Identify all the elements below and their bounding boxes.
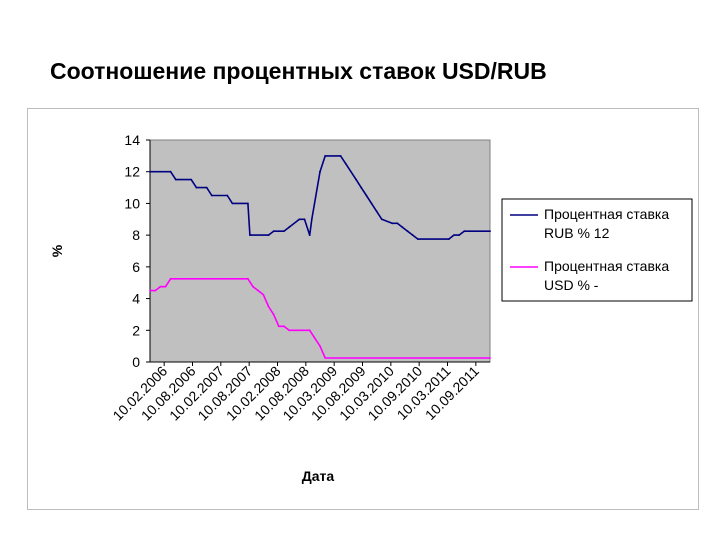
data-point bbox=[391, 222, 393, 225]
data-point bbox=[308, 329, 311, 332]
data-point bbox=[447, 238, 450, 241]
legend bbox=[501, 198, 693, 302]
data-point bbox=[252, 285, 254, 288]
data-point bbox=[313, 337, 316, 340]
y-tick-label: 4 bbox=[132, 291, 140, 307]
data-point bbox=[249, 234, 251, 236]
data-point bbox=[195, 186, 198, 189]
plot-area bbox=[149, 139, 491, 363]
data-point bbox=[406, 230, 409, 233]
y-tick-label: 6 bbox=[132, 259, 140, 275]
data-point bbox=[355, 178, 357, 181]
data-point bbox=[247, 277, 249, 280]
data-point bbox=[231, 202, 234, 205]
y-tick-label: 2 bbox=[132, 322, 140, 338]
data-point bbox=[169, 170, 172, 173]
data-point bbox=[401, 226, 404, 229]
data-point bbox=[417, 238, 419, 241]
data-point bbox=[226, 194, 229, 197]
data-point bbox=[288, 329, 290, 332]
data-point bbox=[380, 218, 383, 221]
line-chart: 0246810121410.02.200610.08.200610.02.200… bbox=[49, 132, 693, 484]
data-point bbox=[360, 186, 363, 189]
data-point bbox=[344, 162, 347, 165]
data-point bbox=[164, 285, 167, 288]
data-point bbox=[288, 226, 290, 229]
data-point bbox=[453, 234, 455, 236]
data-point bbox=[190, 178, 193, 181]
x-axis-title: Дата bbox=[302, 468, 335, 484]
data-point bbox=[365, 194, 368, 197]
data-point bbox=[489, 357, 491, 359]
legend-label: Процентная ставка USD % - bbox=[544, 258, 669, 293]
data-point bbox=[303, 218, 306, 221]
y-tick-label: 8 bbox=[132, 227, 140, 243]
series-line-1 bbox=[150, 155, 490, 240]
data-point bbox=[298, 218, 301, 221]
data-point bbox=[324, 155, 327, 157]
data-point bbox=[310, 218, 313, 221]
data-point bbox=[283, 325, 285, 328]
data-point bbox=[262, 293, 265, 296]
data-point bbox=[154, 289, 157, 292]
y-axis-title: % bbox=[49, 244, 65, 257]
y-tick-label: 10 bbox=[124, 195, 140, 211]
y-tick-label: 0 bbox=[132, 354, 140, 370]
data-point bbox=[458, 234, 460, 236]
data-point bbox=[174, 277, 177, 280]
data-point bbox=[174, 178, 177, 181]
data-point bbox=[267, 305, 270, 308]
data-point bbox=[463, 230, 466, 233]
data-point bbox=[277, 325, 280, 328]
data-point bbox=[247, 202, 249, 205]
slide-title: Соотношение процентных ставок USD/RUB bbox=[50, 58, 547, 84]
data-point bbox=[489, 230, 491, 233]
data-point bbox=[319, 170, 321, 173]
series-line-2 bbox=[150, 278, 490, 359]
data-point bbox=[272, 313, 275, 316]
data-point bbox=[272, 230, 275, 233]
data-point bbox=[319, 345, 321, 347]
data-point bbox=[308, 234, 311, 236]
data-point bbox=[324, 357, 327, 359]
y-tick-label: 14 bbox=[124, 132, 140, 148]
data-point bbox=[339, 155, 342, 157]
data-point bbox=[210, 194, 213, 197]
data-point bbox=[375, 210, 378, 213]
data-point bbox=[411, 234, 414, 236]
data-point bbox=[370, 202, 373, 205]
data-point bbox=[396, 222, 399, 225]
data-point bbox=[205, 186, 208, 189]
data-point bbox=[149, 170, 151, 173]
y-tick-label: 12 bbox=[124, 164, 140, 180]
data-point bbox=[267, 234, 270, 236]
chart-area: 0 2 4 6 8 10 12 14 10.02.2006 10.08.2006 10.02.200… bbox=[27, 108, 699, 510]
data-point bbox=[149, 289, 151, 292]
data-point bbox=[169, 277, 172, 280]
legend-label: Процентная ставка RUB % 12 bbox=[544, 206, 669, 241]
data-point bbox=[159, 285, 162, 288]
data-point bbox=[257, 289, 260, 292]
data-point bbox=[283, 230, 285, 233]
